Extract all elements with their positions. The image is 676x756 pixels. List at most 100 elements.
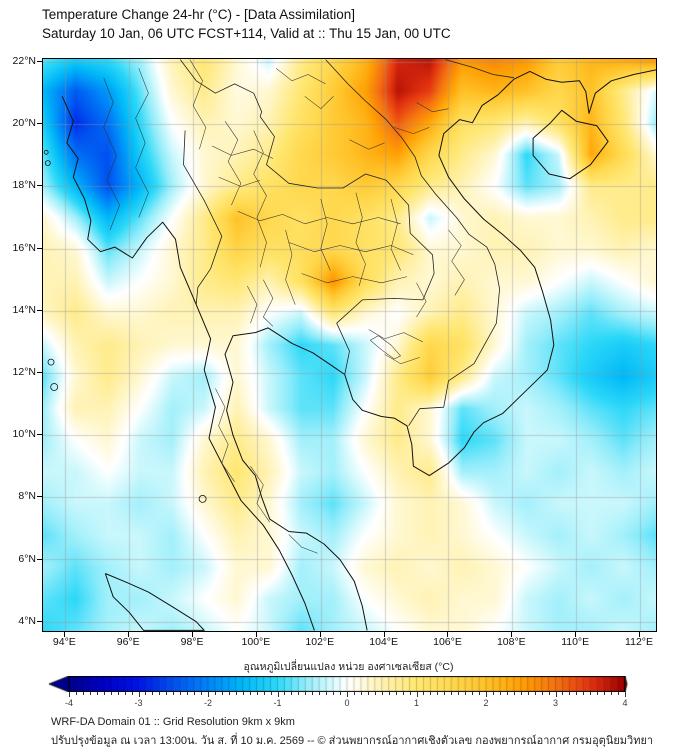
island-outline	[198, 494, 207, 503]
province-border-path	[301, 273, 408, 284]
province-border-path	[448, 229, 465, 296]
x-axis-tick-label: 94°E	[52, 636, 76, 648]
colorbar-tick-mark	[583, 692, 585, 695]
colorbar-tick-mark	[409, 692, 411, 695]
y-axis-tick-mark	[37, 61, 42, 63]
colorbar-tick-mark	[326, 692, 328, 695]
x-axis-tick-mark	[511, 632, 513, 637]
colorbar-tick-mark	[479, 692, 481, 695]
x-axis-tick-mark	[319, 632, 321, 637]
colorbar-tick-mark	[541, 692, 543, 695]
island-outline	[50, 383, 59, 391]
y-axis-tick-mark	[37, 185, 42, 187]
colorbar-tick-mark	[451, 692, 453, 695]
page-title: Temperature Change 24-hr (°C) - [Data As…	[42, 7, 356, 22]
colorbar-tick-mark	[486, 692, 487, 697]
colorbar-tick-mark	[201, 692, 203, 695]
province-border-path	[247, 285, 258, 324]
island-outline	[44, 160, 51, 166]
y-axis-tick-mark	[37, 309, 42, 311]
colorbar-tick-mark	[235, 692, 237, 695]
colorbar-tick-mark	[305, 692, 307, 695]
province-border-path	[394, 127, 430, 134]
colorbar-tick-mark	[437, 692, 439, 695]
y-axis-tick-mark	[37, 558, 42, 560]
colorbar-tick-mark	[291, 692, 293, 695]
province-border-path	[189, 59, 207, 150]
colorbar-tick-mark	[611, 692, 613, 695]
x-axis-tick-mark	[447, 632, 449, 637]
colorbar-tick-mark	[277, 692, 279, 697]
colorbar-tick-mark	[555, 692, 557, 697]
province-border-path	[355, 192, 366, 286]
colorbar-tick-mark	[117, 692, 119, 695]
footer-model-info: WRF-DA Domain 01 :: Grid Resolution 9km …	[51, 716, 295, 728]
colorbar-tick-label: 2	[483, 698, 489, 708]
colorbar-tick-mark	[131, 692, 133, 695]
x-axis-tick-mark	[575, 632, 577, 637]
province-border-path	[416, 282, 427, 318]
colorbar-tick-mark	[249, 692, 251, 695]
island-outline	[47, 358, 55, 366]
province-border-path	[288, 242, 414, 256]
colorbar-tick-mark	[96, 692, 98, 695]
colorbar-tick-mark	[263, 692, 265, 695]
colorbar-tick-mark	[506, 692, 508, 695]
colorbar-tick-mark	[360, 692, 362, 695]
province-border-path	[304, 96, 334, 109]
x-axis-tick-mark	[383, 632, 385, 637]
y-axis-tick-label: 10°N	[12, 428, 36, 441]
x-axis-tick-label: 110°E	[561, 636, 590, 648]
province-border-path	[237, 211, 401, 225]
y-axis-tick-mark	[37, 123, 42, 125]
colorbar-tick-mark	[388, 692, 390, 695]
province-border-path	[212, 145, 274, 159]
province-border-path	[416, 102, 449, 113]
colorbar-tick-mark	[242, 692, 244, 695]
colorbar-tick-label: 0	[344, 698, 350, 708]
colorbar-tick-mark	[333, 692, 335, 695]
coastline-path	[104, 573, 205, 631]
colorbar-tick-label: -3	[134, 698, 143, 708]
colorbar-tick-mark	[173, 692, 175, 695]
x-axis-tick-label: 112°E	[625, 636, 654, 648]
x-axis-tick-mark	[255, 632, 257, 637]
x-axis-tick-label: 106°E	[433, 636, 462, 648]
province-border-path	[320, 198, 331, 271]
colorbar-tick-mark	[618, 692, 620, 695]
colorbar-tick-mark	[82, 692, 84, 695]
colorbar-tick-mark	[472, 692, 474, 695]
colorbar-tick-mark	[527, 692, 529, 695]
coastline-path	[532, 109, 609, 180]
colorbar-tick-mark	[534, 692, 536, 695]
colorbar-tick-mark	[444, 692, 446, 695]
x-axis-tick-mark	[192, 632, 194, 637]
country-border-path	[325, 59, 500, 427]
colorbar-tick-mark	[124, 692, 126, 695]
x-axis-tick-label: 104°E	[369, 636, 398, 648]
colorbar-tick-mark	[214, 692, 216, 695]
province-border-path	[253, 130, 267, 268]
y-axis-tick-label: 4°N	[18, 614, 36, 627]
colorbar-tick-mark	[395, 692, 397, 695]
x-axis-tick-label: 102°E	[305, 636, 335, 648]
province-border-path	[224, 121, 242, 206]
page-subtitle: Saturday 10 Jan, 06 UTC FCST+114, Valid …	[42, 26, 451, 41]
colorbar-tick-mark	[548, 692, 550, 695]
colorbar-tick-mark	[562, 692, 564, 695]
colorbar	[48, 676, 628, 692]
y-axis-tick-label: 8°N	[18, 490, 36, 503]
colorbar-tick-mark	[103, 692, 105, 695]
colorbar-tick-mark	[458, 692, 460, 695]
y-axis-tick-label: 16°N	[12, 241, 36, 254]
province-border-path	[288, 534, 318, 554]
colorbar-tick-mark	[194, 692, 196, 695]
province-border-path	[263, 279, 274, 327]
colorbar-tick-mark	[228, 692, 230, 695]
coastline-path	[224, 69, 656, 631]
x-axis-tick-label: 96°E	[116, 636, 140, 648]
colorbar-tick-mark	[430, 692, 432, 695]
colorbar-tick-mark	[374, 692, 376, 695]
colorbar-tick-mark	[152, 692, 154, 695]
